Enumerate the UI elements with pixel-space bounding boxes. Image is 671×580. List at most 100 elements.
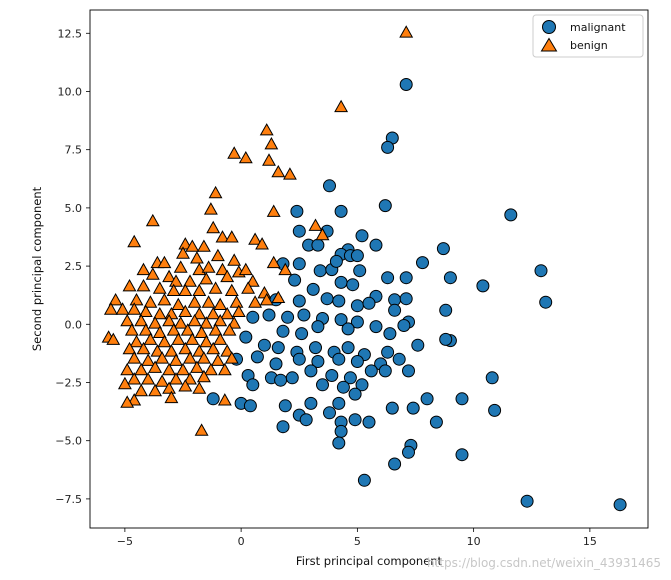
benign-point (283, 167, 297, 180)
benign-point (122, 341, 137, 355)
benign-point (271, 290, 286, 303)
malignant-point (271, 341, 285, 355)
plot-background (90, 10, 648, 528)
y-tick-label: 7.5 (65, 144, 83, 157)
benign-point (222, 323, 237, 336)
benign-point (162, 313, 176, 327)
benign-point (127, 393, 142, 406)
benign-point (103, 302, 118, 315)
benign-point (206, 220, 221, 234)
malignant-point (334, 424, 348, 438)
benign-point (176, 246, 190, 259)
benign-point (231, 304, 246, 317)
benign-point (203, 362, 218, 376)
benign-point (201, 295, 216, 308)
malignant-point (350, 299, 364, 313)
benign-point (238, 262, 253, 276)
malignant-point (288, 273, 302, 287)
benign-point (171, 297, 186, 310)
benign-point (224, 283, 239, 296)
points-layer (101, 25, 627, 512)
benign-point (143, 332, 158, 345)
malignant-point (402, 445, 415, 459)
benign-point (210, 248, 225, 262)
malignant-point (383, 327, 397, 341)
malignant-point (343, 371, 357, 385)
legend: malignant benign (532, 14, 644, 58)
malignant-point (399, 292, 413, 306)
malignant-point (306, 282, 320, 296)
benign-point (196, 369, 211, 383)
malignant-point (348, 413, 362, 427)
benign-point (178, 237, 193, 250)
y-tick-label: 5.0 (65, 202, 83, 215)
malignant-point (250, 350, 264, 364)
x-tick-label: −5 (117, 535, 133, 548)
malignant-point (332, 294, 346, 308)
benign-point (173, 260, 188, 273)
malignant-point (420, 392, 434, 406)
x-tick-label: 10 (467, 535, 481, 548)
benign-point (190, 360, 204, 373)
malignant-point (297, 308, 311, 322)
benign-point (129, 334, 144, 348)
malignant-point (262, 308, 276, 322)
benign-point (213, 313, 228, 327)
benign-point (190, 251, 204, 264)
benign-point (224, 351, 239, 364)
malignant-point (378, 199, 392, 213)
malignant-point (239, 330, 253, 344)
malignant-point (320, 292, 334, 306)
malignant-point (304, 364, 318, 378)
benign-point (185, 332, 200, 345)
benign-point (187, 313, 202, 327)
malignant-point (206, 392, 220, 406)
malignant-point (381, 271, 395, 285)
benign-point (141, 353, 156, 366)
malignant-point (411, 338, 425, 352)
malignant-point (348, 387, 362, 401)
malignant-point (323, 406, 336, 420)
benign-point (143, 295, 158, 308)
benign-point (227, 253, 242, 266)
benign-point (199, 316, 214, 329)
y-tick-label: −2.5 (55, 376, 82, 389)
malignant-point (334, 275, 348, 289)
malignant-point (381, 140, 395, 154)
malignant-point (246, 310, 260, 324)
benign-point (120, 313, 135, 327)
x-axis: −5 0 5 10 15 (117, 528, 597, 548)
x-tick-label: 0 (238, 535, 245, 548)
benign-point (155, 351, 170, 364)
malignant-point (429, 415, 443, 429)
benign-point (169, 353, 183, 366)
malignant-point (402, 364, 415, 378)
benign-point (308, 218, 323, 231)
malignant-point (488, 403, 502, 417)
malignant-point (341, 341, 355, 355)
benign-point (199, 272, 214, 285)
malignant-point (439, 332, 453, 346)
malignant-point (281, 310, 295, 324)
malignant-point (443, 271, 457, 285)
benign-point (208, 323, 223, 336)
benign-point (117, 376, 132, 390)
malignant-point (355, 229, 369, 243)
y-axis-label: Second principal component (30, 186, 44, 351)
malignant-point (292, 257, 306, 271)
malignant-point (278, 399, 292, 413)
benign-point (166, 323, 181, 336)
benign-point (162, 381, 176, 394)
benign-point (178, 379, 193, 392)
benign-point (264, 136, 279, 150)
benign-point (271, 164, 286, 178)
plot-frame (89, 9, 649, 529)
y-tick-label: −5.0 (55, 435, 82, 448)
benign-point (148, 383, 163, 397)
malignant-point (292, 352, 306, 366)
malignant-point (485, 371, 499, 385)
benign-point (334, 99, 349, 113)
benign-point (315, 227, 330, 241)
malignant-point (364, 364, 378, 378)
malignant-point (311, 355, 325, 368)
